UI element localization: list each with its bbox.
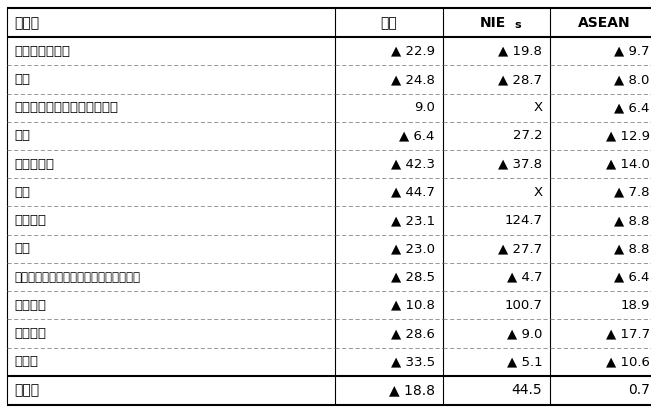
Text: ▲ 14.0: ▲ 14.0 bbox=[606, 158, 650, 171]
Text: X: X bbox=[533, 186, 542, 199]
Text: 非鉄金属: 非鉄金属 bbox=[14, 214, 46, 227]
Text: ▲ 10.6: ▲ 10.6 bbox=[606, 355, 650, 368]
Text: 9.0: 9.0 bbox=[414, 101, 435, 114]
Text: ▲ 8.0: ▲ 8.0 bbox=[615, 73, 650, 86]
Text: ▲ 22.9: ▲ 22.9 bbox=[391, 45, 435, 58]
Text: 0.7: 0.7 bbox=[628, 383, 650, 397]
Text: その他: その他 bbox=[14, 355, 38, 368]
Text: 全業種: 全業種 bbox=[14, 383, 40, 397]
Text: ▲ 33.5: ▲ 33.5 bbox=[391, 355, 435, 368]
Text: 木材・パルプ・紙・紙加工品: 木材・パルプ・紙・紙加工品 bbox=[14, 101, 118, 114]
Text: 一般機械／はん用・生産用・業務用機械: 一般機械／はん用・生産用・業務用機械 bbox=[14, 271, 141, 284]
Text: 中国: 中国 bbox=[381, 16, 397, 30]
Text: ▲ 28.7: ▲ 28.7 bbox=[498, 73, 542, 86]
Text: 輸送機械: 輸送機械 bbox=[14, 327, 46, 340]
Text: 繊維: 繊維 bbox=[14, 73, 31, 86]
Text: s: s bbox=[515, 20, 521, 30]
Text: 金属: 金属 bbox=[14, 242, 31, 255]
Text: 44.5: 44.5 bbox=[512, 383, 542, 397]
Text: 27.2: 27.2 bbox=[512, 129, 542, 142]
Text: 電気機械: 電気機械 bbox=[14, 299, 46, 312]
Text: NIE: NIE bbox=[480, 16, 506, 30]
Text: ▲ 6.4: ▲ 6.4 bbox=[615, 271, 650, 284]
Text: ▲ 6.4: ▲ 6.4 bbox=[400, 129, 435, 142]
Text: ▲ 18.8: ▲ 18.8 bbox=[389, 383, 435, 397]
Text: 窦業・土石: 窦業・土石 bbox=[14, 158, 54, 171]
Text: ▲ 17.7: ▲ 17.7 bbox=[605, 327, 650, 340]
Text: 18.9: 18.9 bbox=[620, 299, 650, 312]
Text: 食料品・たばこ: 食料品・たばこ bbox=[14, 45, 70, 58]
Text: ▲ 8.8: ▲ 8.8 bbox=[615, 242, 650, 255]
Text: ▲ 9.0: ▲ 9.0 bbox=[507, 327, 542, 340]
Text: ▲ 6.4: ▲ 6.4 bbox=[615, 101, 650, 114]
Text: 100.7: 100.7 bbox=[505, 299, 542, 312]
Text: 化学: 化学 bbox=[14, 129, 31, 142]
Text: ▲ 10.8: ▲ 10.8 bbox=[391, 299, 435, 312]
Text: 124.7: 124.7 bbox=[505, 214, 542, 227]
Text: ▲ 27.7: ▲ 27.7 bbox=[498, 242, 542, 255]
Text: ▲ 23.0: ▲ 23.0 bbox=[391, 242, 435, 255]
Text: ▲ 23.1: ▲ 23.1 bbox=[391, 214, 435, 227]
Text: ▲ 28.6: ▲ 28.6 bbox=[391, 327, 435, 340]
Text: X: X bbox=[533, 101, 542, 114]
Text: ▲ 9.7: ▲ 9.7 bbox=[614, 45, 650, 58]
Text: ▲ 44.7: ▲ 44.7 bbox=[391, 186, 435, 199]
Text: ASEAN: ASEAN bbox=[577, 16, 630, 30]
Text: ▲ 12.9: ▲ 12.9 bbox=[605, 129, 650, 142]
Text: ▲ 5.1: ▲ 5.1 bbox=[506, 355, 542, 368]
Text: ▲ 19.8: ▲ 19.8 bbox=[499, 45, 542, 58]
Text: ▲ 42.3: ▲ 42.3 bbox=[391, 158, 435, 171]
Text: ▲ 4.7: ▲ 4.7 bbox=[506, 271, 542, 284]
Text: ▲ 28.5: ▲ 28.5 bbox=[391, 271, 435, 284]
Text: ▲ 7.8: ▲ 7.8 bbox=[614, 186, 650, 199]
Text: ▲ 24.8: ▲ 24.8 bbox=[391, 73, 435, 86]
Text: 鉄鉱: 鉄鉱 bbox=[14, 186, 31, 199]
Text: ▲ 37.8: ▲ 37.8 bbox=[498, 158, 542, 171]
Text: 業種名: 業種名 bbox=[14, 16, 40, 30]
Text: ▲ 8.8: ▲ 8.8 bbox=[615, 214, 650, 227]
